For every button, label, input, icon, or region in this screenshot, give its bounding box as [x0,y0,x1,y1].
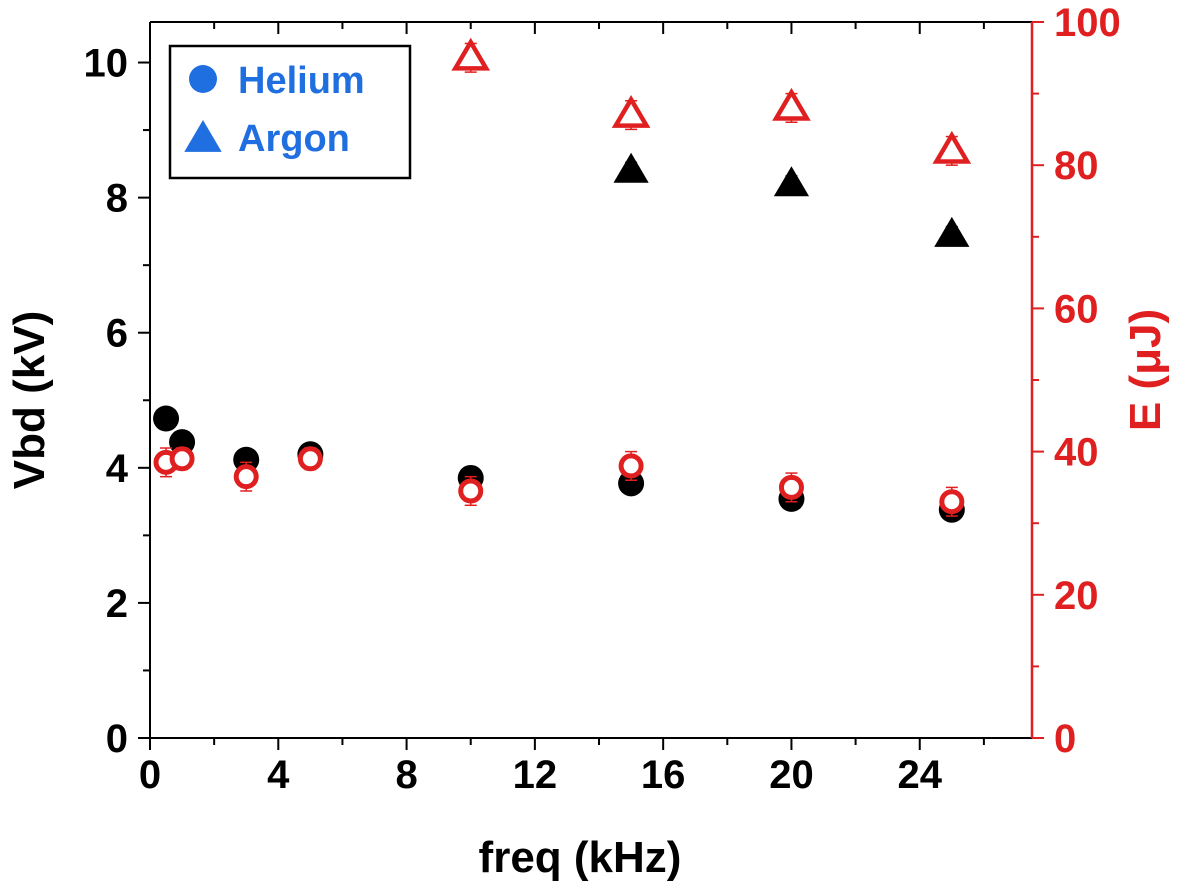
y-tick-label-left: 0 [106,717,128,761]
argon-vbd-point [773,166,810,197]
helium-vbd-point [153,405,180,432]
x-tick-label: 16 [641,753,686,797]
x-tick-label: 0 [139,753,161,797]
argon-e-point [932,130,972,164]
argon-e-point [451,37,491,71]
y-tick-label-left: 4 [106,447,129,491]
argon-vbd-point [613,152,649,183]
y-tick-label-right: 60 [1054,287,1099,331]
y-tick-label-right: 80 [1054,144,1099,188]
helium-e-point [297,446,323,472]
x-axis-title: freq (kHz) [479,833,682,882]
helium-e-point [939,489,965,515]
y-tick-label-right: 40 [1054,431,1099,475]
legend-label-argon: Argon [238,118,350,160]
x-tick-label: 4 [267,753,290,797]
y-tick-label-right: 20 [1054,574,1099,618]
helium-e-point [169,446,195,472]
x-tick-label: 8 [395,753,417,797]
y-tick-label-left: 10 [84,42,129,86]
x-tick-label: 20 [769,753,814,797]
markers-layer [153,37,972,523]
y-tick-label-left: 2 [106,582,128,626]
y-tick-label-left: 6 [106,312,128,356]
x-tick-label: 24 [897,753,942,797]
y-tick-label-right: 100 [1054,1,1121,45]
y-tick-label-left: 8 [106,177,128,221]
legend-circle-marker [189,65,217,93]
argon-vbd-point [934,216,970,247]
y-tick-label-right: 0 [1054,717,1076,761]
helium-e-point [778,474,804,500]
y-axis-title-left: Vbd (kV) [5,311,54,489]
legend: Helium Argon [168,44,412,180]
helium-e-point [458,478,484,504]
argon-e-point [772,87,811,121]
helium-e-point [618,453,644,479]
frame-layer [149,21,1034,739]
helium-vbd-point [618,470,645,497]
x-tick-label: 12 [513,753,558,797]
argon-e-point [611,95,651,128]
legend-triangle-marker [184,120,222,152]
legend-label-helium: Helium [238,60,365,102]
helium-e-point [233,464,259,490]
y-axis-title-right: E (μJ) [1121,309,1170,431]
